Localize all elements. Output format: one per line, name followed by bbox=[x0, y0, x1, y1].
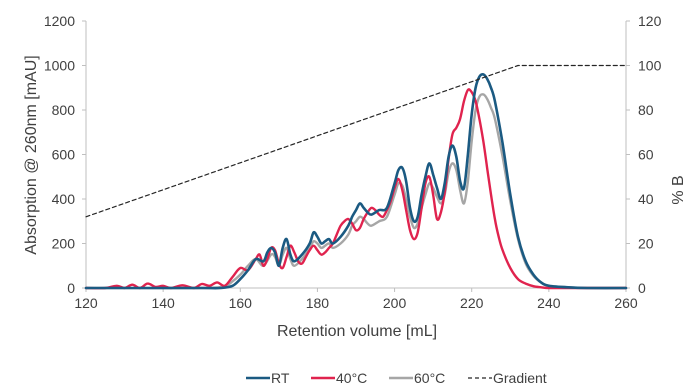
legend-label-60-c: 60°C bbox=[414, 370, 445, 386]
x-tick-label: 220 bbox=[460, 295, 484, 311]
axes bbox=[82, 20, 630, 292]
x-tick-label: 260 bbox=[614, 295, 638, 311]
y-tick-label: 200 bbox=[52, 236, 76, 252]
legend: RT 40°C 60°C Gradient bbox=[246, 370, 547, 386]
x-axis-title: Retention volume [mL] bbox=[277, 323, 437, 340]
x-tick-label: 180 bbox=[306, 295, 330, 311]
legend-label-rt: RT bbox=[271, 370, 290, 386]
plot-area bbox=[84, 64, 628, 290]
series-line-60-c bbox=[84, 93, 628, 290]
tick-labels: 120 140 160 180 200 220 240 2600200400600800100… bbox=[44, 13, 662, 311]
secondary-y-axis-title: % B bbox=[670, 175, 685, 204]
y2-tick-label: 60 bbox=[638, 147, 654, 163]
x-tick-label: 120 bbox=[74, 295, 98, 311]
x-tick-label: 240 bbox=[537, 295, 561, 311]
x-tick-label: 140 bbox=[151, 295, 175, 311]
series-line-gradient bbox=[85, 64, 627, 218]
y-tick-label: 1000 bbox=[44, 58, 75, 74]
x-tick-label: 160 bbox=[229, 295, 253, 311]
y2-tick-label: 0 bbox=[638, 280, 646, 296]
y2-tick-label: 100 bbox=[638, 58, 662, 74]
legend-label-gradient: Gradient bbox=[493, 370, 547, 386]
y2-tick-label: 80 bbox=[638, 102, 654, 118]
y-tick-label: 400 bbox=[52, 191, 76, 207]
y2-tick-label: 20 bbox=[638, 236, 654, 252]
legend-label-40-c: 40°C bbox=[336, 370, 367, 386]
y-tick-label: 800 bbox=[52, 102, 76, 118]
y2-tick-label: 40 bbox=[638, 191, 654, 207]
y-axis-title: Absorption @ 260nm [mAU] bbox=[23, 55, 40, 254]
series-line-40-c bbox=[84, 88, 628, 290]
y-tick-label: 0 bbox=[67, 280, 75, 296]
y2-tick-label: 120 bbox=[638, 13, 662, 29]
y-tick-label: 600 bbox=[52, 147, 76, 163]
series-line-rt bbox=[84, 72, 628, 290]
y-tick-label: 1200 bbox=[44, 13, 75, 29]
x-tick-label: 200 bbox=[383, 295, 407, 311]
